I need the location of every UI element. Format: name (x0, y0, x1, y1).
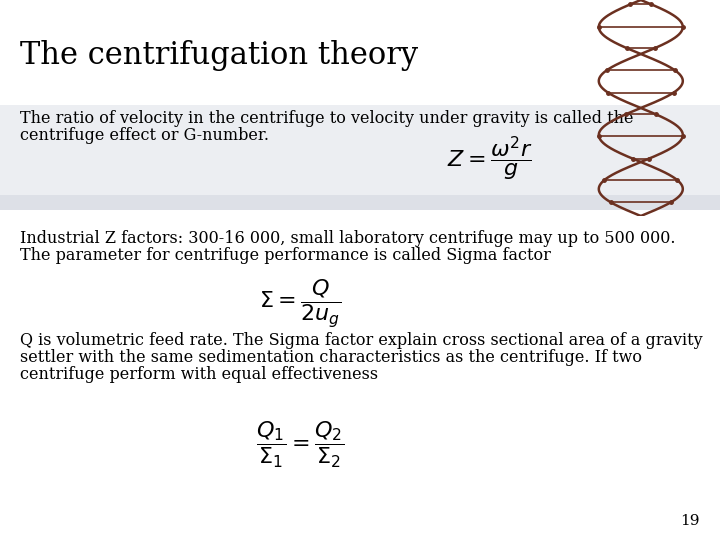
Text: 19: 19 (680, 514, 700, 528)
Text: The centrifugation theory: The centrifugation theory (20, 40, 418, 71)
Text: The ratio of velocity in the centrifuge to velocity under gravity is called the: The ratio of velocity in the centrifuge … (20, 110, 634, 127)
Text: settler with the same sedimentation characteristics as the centrifuge. If two: settler with the same sedimentation char… (20, 349, 642, 366)
Text: $Z = \dfrac{\omega^2 r}{g}$: $Z = \dfrac{\omega^2 r}{g}$ (447, 135, 533, 183)
Text: $\dfrac{Q_1}{\Sigma_1} = \dfrac{Q_2}{\Sigma_2}$: $\dfrac{Q_1}{\Sigma_1} = \dfrac{Q_2}{\Si… (256, 420, 344, 470)
Bar (0, 105, 720, 210)
Text: centrifuge effect or G-number.: centrifuge effect or G-number. (20, 127, 269, 144)
Text: The parameter for centrifuge performance is called Sigma factor: The parameter for centrifuge performance… (20, 247, 551, 264)
Bar (0, 195, 720, 210)
Text: Industrial Z factors: 300-16 000, small laboratory centrifuge may up to 500 000.: Industrial Z factors: 300-16 000, small … (20, 230, 675, 247)
Text: Q is volumetric feed rate. The Sigma factor explain cross sectional area of a gr: Q is volumetric feed rate. The Sigma fac… (20, 332, 703, 349)
Text: $\Sigma = \dfrac{Q}{2u_g}$: $\Sigma = \dfrac{Q}{2u_g}$ (259, 277, 341, 330)
Text: centrifuge perform with equal effectiveness: centrifuge perform with equal effectiven… (20, 366, 378, 383)
